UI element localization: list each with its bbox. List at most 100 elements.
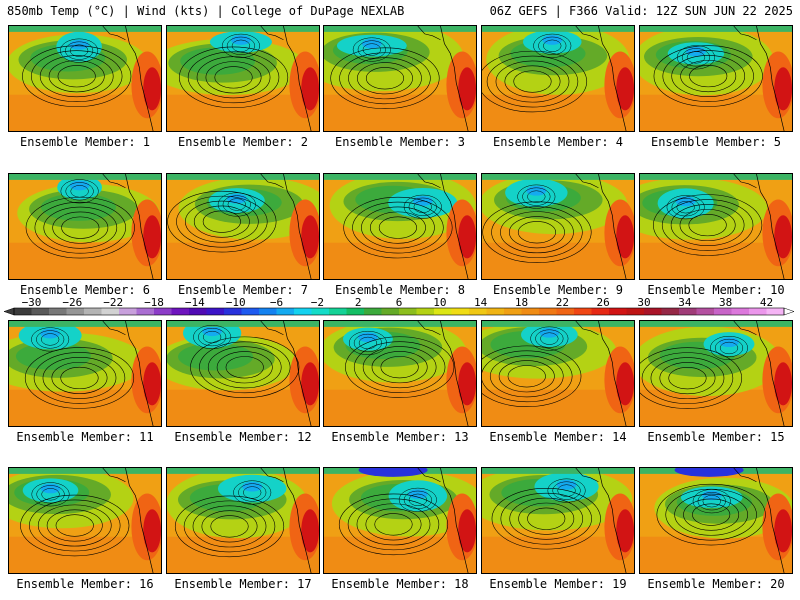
colorbar-tick-label: 26 <box>597 296 610 309</box>
temperature-map <box>640 26 792 131</box>
colorbar-tick-label: −26 <box>62 296 82 309</box>
colorbar-swatch <box>661 308 680 315</box>
ensemble-member-label: Ensemble Member: 10 <box>647 283 785 297</box>
ensemble-member-label: Ensemble Member: 20 <box>647 577 785 591</box>
colorbar-tick-label: 18 <box>515 296 528 309</box>
colorbar-swatch <box>171 308 190 315</box>
colorbar-swatch <box>469 308 487 315</box>
temperature-map <box>324 174 476 279</box>
ensemble-member-map <box>8 320 162 427</box>
colorbar-swatch <box>84 308 102 315</box>
colorbar-swatch <box>556 308 575 315</box>
colorbar-swatch <box>591 308 610 315</box>
ensemble-member-label: Ensemble Member: 13 <box>331 430 469 444</box>
ensemble-member-label: Ensemble Member: 3 <box>334 135 466 149</box>
colorbar-tick-label: 42 <box>760 296 773 309</box>
colorbar-tick-label: −22 <box>103 296 123 309</box>
ensemble-member-label: Ensemble Member: 16 <box>16 577 154 591</box>
ensemble-member-map <box>8 25 162 132</box>
colorbar-tick-label: 22 <box>556 296 569 309</box>
colorbar-left-arrow <box>3 307 15 316</box>
colorbar-tick-label: 10 <box>433 296 446 309</box>
colorbar-swatch <box>609 308 627 315</box>
colorbar-tick-label: 6 <box>396 296 403 309</box>
temperature-map <box>324 26 476 131</box>
ensemble-member-map <box>639 320 793 427</box>
colorbar-swatch <box>241 308 260 315</box>
ensemble-member-map <box>8 467 162 574</box>
colorbar-swatch <box>749 308 767 315</box>
ensemble-member-label: Ensemble Member: 1 <box>19 135 151 149</box>
colorbar-right-arrow <box>783 307 795 316</box>
temperature-map <box>9 174 161 279</box>
ensemble-member-label: Ensemble Member: 14 <box>489 430 627 444</box>
colorbar-swatch <box>574 308 592 315</box>
ensemble-member-map <box>481 467 635 574</box>
colorbar-swatch <box>136 308 155 315</box>
colorbar-swatch <box>626 308 645 315</box>
ensemble-member-label: Ensemble Member: 18 <box>331 577 469 591</box>
colorbar-swatch <box>714 308 732 315</box>
colorbar-tick-label: 34 <box>678 296 692 309</box>
ensemble-member-map <box>481 320 635 427</box>
ensemble-member-label: Ensemble Member: 7 <box>177 283 309 297</box>
temperature-map <box>324 468 476 573</box>
colorbar-swatch <box>451 308 470 315</box>
temperature-map <box>482 174 634 279</box>
colorbar-swatch <box>696 308 715 315</box>
ensemble-member-map <box>8 173 162 280</box>
temperature-map <box>640 174 792 279</box>
ensemble-member-map <box>323 25 477 132</box>
temperature-map <box>167 174 319 279</box>
colorbar-tick-label: −14 <box>185 296 205 309</box>
colorbar-swatch <box>504 308 522 315</box>
colorbar-swatch <box>224 308 242 315</box>
colorbar-swatch <box>679 308 697 315</box>
colorbar-swatch <box>644 308 662 315</box>
colorbar-swatch <box>276 308 295 315</box>
ensemble-member-map <box>323 173 477 280</box>
colorbar-tick-label: 38 <box>719 296 732 309</box>
temperature-map <box>640 321 792 426</box>
colorbar-swatch <box>31 308 50 315</box>
temperature-map <box>9 468 161 573</box>
ensemble-member-label: Ensemble Member: 6 <box>19 283 151 297</box>
ensemble-member-label: Ensemble Member: 5 <box>650 135 782 149</box>
temperature-map <box>482 26 634 131</box>
ensemble-member-map <box>323 320 477 427</box>
ensemble-member-label: Ensemble Member: 8 <box>334 283 466 297</box>
ensemble-member-label: Ensemble Member: 19 <box>489 577 627 591</box>
colorbar-tick-label: −6 <box>270 296 283 309</box>
colorbar-swatch <box>294 308 312 315</box>
ensemble-member-label: Ensemble Member: 17 <box>174 577 312 591</box>
colorbar-swatch <box>329 308 347 315</box>
colorbar-swatch <box>521 308 540 315</box>
temperature-map <box>167 321 319 426</box>
temperature-map <box>167 468 319 573</box>
ensemble-member-label: Ensemble Member: 15 <box>647 430 785 444</box>
colorbar-tick-label: −18 <box>144 296 164 309</box>
colorbar-swatch <box>259 308 277 315</box>
ensemble-member-map <box>323 467 477 574</box>
colorbar-swatch <box>766 308 785 315</box>
colorbar-swatch <box>381 308 400 315</box>
temperature-map <box>9 26 161 131</box>
ensemble-member-map <box>481 25 635 132</box>
ensemble-member-label: Ensemble Member: 11 <box>16 430 154 444</box>
temperature-map <box>482 321 634 426</box>
colorbar-tick-label: 30 <box>637 296 650 309</box>
run-valid-time: 06Z GEFS | F366 Valid: 12Z SUN JUN 22 20… <box>489 4 793 18</box>
colorbar-swatch <box>101 308 120 315</box>
colorbar-tick-label: −2 <box>311 296 324 309</box>
colorbar-swatch <box>364 308 382 315</box>
colorbar-swatch <box>154 308 172 315</box>
colorbar-frame <box>13 307 785 316</box>
colorbar-swatch <box>14 308 32 315</box>
ensemble-member-map <box>639 173 793 280</box>
colorbar-svg: −30 −26 −22 −18 −14 −10 −6 −2 2 6 10 14 18 22 26 30 34 38… <box>3 296 795 316</box>
ensemble-member-map <box>166 173 320 280</box>
chart-title: 850mb Temp (°C) | Wind (kts) | College o… <box>7 4 405 18</box>
ensemble-member-map <box>639 25 793 132</box>
ensemble-member-map <box>166 467 320 574</box>
temperature-map <box>324 321 476 426</box>
